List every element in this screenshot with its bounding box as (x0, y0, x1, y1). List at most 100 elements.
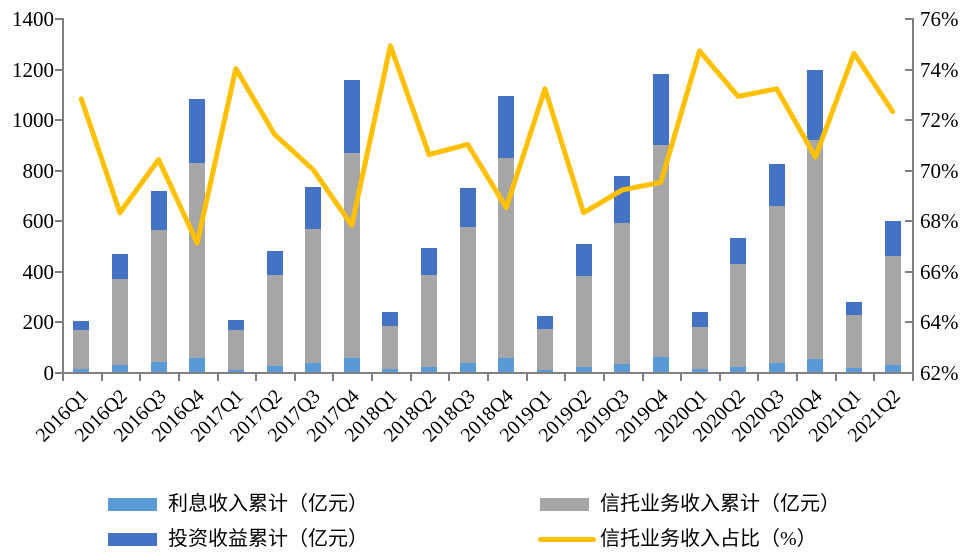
bar-2016Q2-interest-income-segment (111, 364, 128, 372)
bar-2019Q4-interest-income-segment (652, 357, 669, 372)
bar-2021Q1-interest-income-segment (846, 368, 863, 372)
left-axis-tick (55, 270, 62, 273)
right-axis-tick (905, 372, 912, 374)
bar-2018Q4-interest-income-segment (498, 358, 515, 372)
left-axis-tick-label: 1000 (12, 108, 54, 133)
x-axis-tick (525, 372, 528, 381)
left-axis-tick-label: 400 (22, 259, 55, 284)
right-axis-tick-label: 72% (920, 108, 959, 133)
x-axis-tick (139, 372, 142, 381)
bar-2017Q1-interest-income-segment (227, 369, 244, 372)
bar-2020Q2-investment-income-segment (730, 237, 747, 265)
bar-2019Q4-trust-income-segment (652, 145, 669, 358)
right-axis-tick-label: 66% (920, 259, 959, 284)
left-axis-tick (55, 119, 62, 122)
x-axis-tick (62, 372, 64, 381)
left-axis-tick-label: 0 (43, 361, 55, 385)
right-axis-tick-label: 70% (920, 158, 959, 183)
bar-2016Q1-trust-income-segment (73, 330, 90, 370)
bar-2018Q2-investment-income-segment (421, 247, 438, 276)
bar-2018Q3-trust-income-segment (459, 227, 476, 363)
x-axis-tick (834, 372, 837, 381)
bar-2021Q1-trust-income-segment (846, 315, 863, 369)
bar-2018Q1-trust-income-segment (382, 325, 399, 370)
legend-label-1: 利息收入累计（亿元） (168, 493, 368, 515)
x-axis-tick (680, 372, 683, 381)
x-axis-tick (332, 372, 335, 381)
bar-2016Q1-investment-income-segment (73, 321, 90, 331)
bar-2019Q3-trust-income-segment (614, 222, 631, 364)
bar-2018Q2-interest-income-segment (421, 366, 438, 372)
bar-2021Q2-trust-income-segment (884, 256, 901, 365)
bar-2017Q3-trust-income-segment (305, 229, 322, 363)
bar-2017Q1-investment-income-segment (227, 319, 244, 331)
bar-2019Q2-interest-income-segment (575, 366, 592, 372)
right-axis-tick (905, 68, 912, 71)
legend-line-marker (538, 537, 596, 542)
bar-2016Q4-investment-income-segment (189, 98, 206, 164)
bar-2016Q4-interest-income-segment (189, 357, 206, 372)
bar-2016Q3-trust-income-segment (150, 230, 167, 362)
right-axis-line (912, 18, 914, 374)
legend-label-2: 投资收益累计（亿元） (168, 528, 368, 550)
right-axis-tick (905, 321, 912, 324)
bar-2021Q2-investment-income-segment (884, 221, 901, 257)
bar-2020Q3-investment-income-segment (768, 163, 785, 207)
bar-2021Q2-interest-income-segment (884, 364, 901, 372)
left-axis-tick (55, 18, 62, 20)
x-axis-tick (487, 372, 489, 381)
x-axis-tick (641, 372, 644, 381)
left-axis-tick (55, 321, 62, 324)
left-axis-tick-label: 1200 (12, 57, 54, 82)
bar-2017Q3-interest-income-segment (305, 362, 322, 372)
bar-2020Q4-investment-income-segment (807, 69, 824, 140)
legend-swatch-1 (108, 498, 157, 511)
x-axis-tick (602, 372, 605, 381)
legend-label-3: 信托业务收入累计（亿元） (600, 493, 840, 515)
bar-2019Q1-trust-income-segment (536, 328, 553, 370)
trust-income-share-line (78, 43, 896, 246)
legend-label-4: 信托业务收入占比（%） (600, 528, 817, 550)
x-axis-tick (448, 372, 451, 381)
bar-2020Q1-investment-income-segment (691, 312, 708, 327)
chart-legend: 利息收入累计（亿元） 投资收益累计（亿元） 信托业务收入累计（亿元） 信托业务收入占比… (0, 475, 973, 556)
trust-income-share-polyline (78, 43, 896, 246)
bar-2016Q3-interest-income-segment (150, 361, 167, 372)
left-axis-tick (55, 220, 62, 223)
bar-2018Q2-trust-income-segment (421, 275, 438, 367)
bar-2019Q3-interest-income-segment (614, 363, 631, 372)
left-axis-tick-label: 800 (22, 158, 55, 183)
bar-2017Q2-interest-income-segment (266, 365, 283, 372)
bar-2016Q4-trust-income-segment (189, 163, 206, 358)
plot-area: 0 200 400 600 800 1000 1200 1400 62% 64% 66% 68% 70%… (12, 8, 959, 446)
left-axis-tick-label: 200 (22, 310, 55, 335)
x-axis-tick (409, 372, 412, 381)
bar-2016Q3-investment-income-segment (150, 191, 167, 231)
x-axis-tick (293, 372, 296, 381)
bar-2017Q2-investment-income-segment (266, 250, 283, 275)
left-axis-line (62, 18, 64, 374)
right-axis-tick-label: 64% (920, 310, 959, 335)
bar-2016Q2-investment-income-segment (111, 254, 128, 280)
bar-2018Q4-trust-income-segment (498, 158, 515, 359)
bar-2019Q1-interest-income-segment (536, 369, 553, 372)
bar-2017Q4-investment-income-segment (343, 80, 360, 153)
x-axis-tick (100, 372, 103, 381)
legend-swatch-3 (540, 498, 589, 511)
bar-2017Q1-trust-income-segment (227, 330, 244, 370)
x-axis-tick (873, 372, 876, 381)
bar-2017Q2-trust-income-segment (266, 274, 283, 366)
x-axis-tick (255, 372, 258, 381)
bar-2019Q2-trust-income-segment (575, 276, 592, 367)
bar-2020Q2-interest-income-segment (730, 366, 747, 372)
bar-2018Q3-investment-income-segment (459, 187, 476, 228)
left-axis-tick (55, 372, 62, 374)
bar-2020Q1-interest-income-segment (691, 369, 708, 372)
bar-2017Q4-interest-income-segment (343, 358, 360, 372)
bar-2018Q4-investment-income-segment (498, 96, 515, 159)
bar-2016Q2-trust-income-segment (111, 279, 128, 365)
x-axis-tick (912, 372, 914, 381)
bar-2021Q1-investment-income-segment (846, 301, 863, 316)
bar-2020Q1-trust-income-segment (691, 326, 708, 370)
